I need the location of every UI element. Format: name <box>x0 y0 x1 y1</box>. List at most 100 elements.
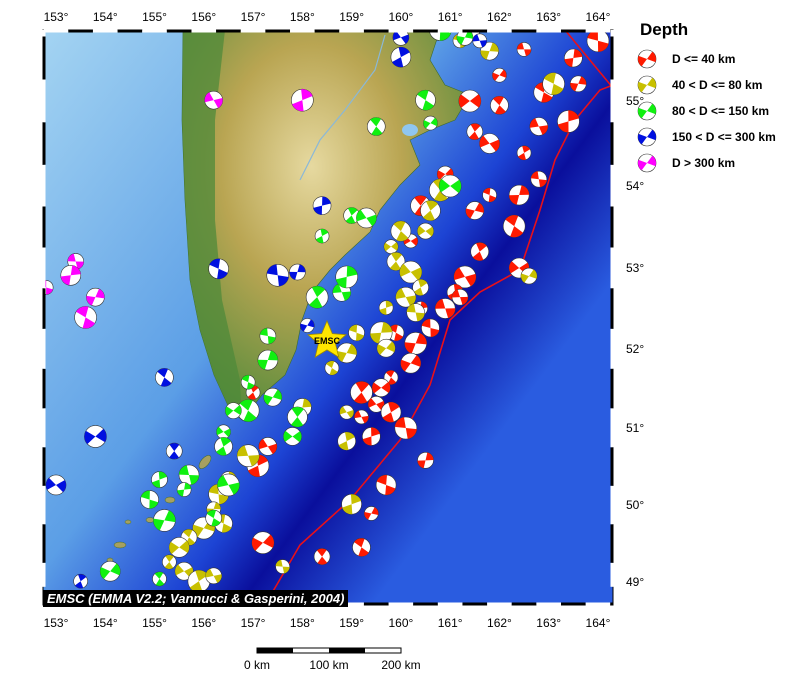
focal-mechanism-d80[interactable] <box>275 559 290 574</box>
focal-mechanism-dx[interactable] <box>204 90 223 110</box>
station-marker[interactable]: EMSC <box>307 319 347 358</box>
focal-mechanism-d80[interactable] <box>162 554 177 570</box>
focal-mechanism-d40[interactable] <box>367 395 385 413</box>
focal-mechanism-d150[interactable] <box>287 406 308 428</box>
focal-mechanism-d150[interactable] <box>283 427 302 446</box>
focal-mechanism-d40[interactable] <box>453 265 477 289</box>
focal-mechanism-d80[interactable] <box>205 567 222 585</box>
focal-mechanism-d40[interactable] <box>364 506 379 521</box>
focal-mechanism-d150[interactable] <box>236 399 260 422</box>
focal-mechanism-d150[interactable] <box>314 228 330 244</box>
focal-mechanism-d300[interactable] <box>392 29 410 46</box>
focal-mechanism-d40[interactable] <box>564 48 583 68</box>
focal-mechanism-dx[interactable] <box>39 280 54 295</box>
focal-mechanism-d150[interactable] <box>305 285 329 309</box>
focal-mechanism-d150[interactable] <box>214 437 233 456</box>
focal-mechanism-d80[interactable] <box>348 324 365 342</box>
focal-mechanism-d80[interactable] <box>417 222 434 240</box>
focal-mechanism-d40[interactable] <box>569 75 587 93</box>
focal-mechanism-d40[interactable] <box>451 288 469 306</box>
focal-mechanism-d80[interactable] <box>236 444 260 468</box>
focal-mechanism-d40[interactable] <box>400 352 422 374</box>
focal-mechanism-d40[interactable] <box>479 133 500 154</box>
focal-mechanism-d80[interactable] <box>378 300 394 315</box>
focal-mechanism-d150[interactable] <box>366 117 386 136</box>
focal-mechanism-d300[interactable] <box>312 196 332 215</box>
focal-mechanism-d80[interactable] <box>324 360 340 376</box>
focal-mechanism-d150[interactable] <box>429 19 452 41</box>
focal-mechanism-d150[interactable] <box>225 402 242 419</box>
focal-mechanism-d150[interactable] <box>356 207 377 229</box>
focal-mechanism-d80[interactable] <box>341 493 362 515</box>
focal-mechanism-d40[interactable] <box>258 437 278 456</box>
focal-mechanism-d80[interactable] <box>406 303 425 322</box>
focal-mechanism-d150[interactable] <box>176 482 192 497</box>
focal-mechanism-d150[interactable] <box>263 387 283 407</box>
focal-mechanism-d300[interactable] <box>45 474 67 496</box>
focal-mechanism-d80[interactable] <box>420 200 441 221</box>
focal-mechanism-d80[interactable] <box>383 239 399 254</box>
focal-mechanism-d40[interactable] <box>421 318 440 338</box>
focal-mechanism-d150[interactable] <box>259 327 277 345</box>
focal-mechanism-d300[interactable] <box>73 573 88 589</box>
focal-mechanism-d40[interactable] <box>380 401 402 423</box>
focal-mechanism-d40[interactable] <box>470 242 490 261</box>
focal-mechanism-d40[interactable] <box>530 170 548 188</box>
focal-mechanism-d40[interactable] <box>516 42 532 57</box>
focal-mechanism-d150[interactable] <box>151 471 168 488</box>
focal-mechanism-d300[interactable] <box>299 318 315 333</box>
focal-mechanism-d80[interactable] <box>337 431 356 451</box>
focal-mechanism-d300[interactable] <box>155 368 174 387</box>
focal-mechanism-d150[interactable] <box>335 265 358 289</box>
focal-mechanism-d80[interactable] <box>520 267 538 285</box>
focal-mechanism-d40[interactable] <box>482 187 497 203</box>
focal-mechanism-d40[interactable] <box>490 95 509 115</box>
focal-mechanism-d40[interactable] <box>354 409 369 425</box>
focal-mechanism-d40[interactable] <box>492 67 507 83</box>
focal-mechanism-d300[interactable] <box>266 263 290 287</box>
focal-mechanism-d40[interactable] <box>466 123 484 140</box>
focal-mechanism-d300[interactable] <box>84 425 107 448</box>
focal-mechanism-d40[interactable] <box>352 538 371 557</box>
focal-mechanism-d150[interactable] <box>240 374 256 390</box>
focal-mechanism-d40[interactable] <box>557 110 580 133</box>
focal-mechanism-d80[interactable] <box>542 72 565 96</box>
focal-mechanism-d150[interactable] <box>153 509 176 532</box>
focal-mechanism-d300[interactable] <box>208 258 229 280</box>
focal-mechanism-d40[interactable] <box>417 452 434 469</box>
focal-mechanism-d80[interactable] <box>174 561 194 581</box>
focal-mechanism-d40[interactable] <box>371 378 391 398</box>
focal-mechanism-d150[interactable] <box>152 571 167 587</box>
focal-mechanism-d150[interactable] <box>257 349 279 371</box>
focal-mechanism-d40[interactable] <box>458 89 482 113</box>
focal-mechanism-d40[interactable] <box>394 416 418 440</box>
focal-mechanism-d150[interactable] <box>217 473 240 497</box>
focal-mechanism-dx[interactable] <box>291 88 314 112</box>
focal-mechanism-d80[interactable] <box>386 252 406 271</box>
focal-mechanism-d150[interactable] <box>205 509 222 527</box>
focal-mechanism-d150[interactable] <box>216 424 231 440</box>
focal-mechanism-dx[interactable] <box>60 264 82 286</box>
focal-mechanism-d150[interactable] <box>438 174 462 198</box>
focal-mechanism-d300[interactable] <box>390 46 412 68</box>
focal-mechanism-d40[interactable] <box>313 548 331 565</box>
focal-mechanism-d80[interactable] <box>336 342 357 364</box>
focal-mechanism-d80[interactable] <box>369 321 393 345</box>
focal-mechanism-d40[interactable] <box>375 474 397 496</box>
focal-mechanism-d40[interactable] <box>404 332 427 355</box>
focal-mechanism-d40[interactable] <box>502 214 526 238</box>
focal-mechanism-d40[interactable] <box>251 531 275 555</box>
focal-mechanism-d300[interactable] <box>165 442 183 460</box>
focal-mechanism-d150[interactable] <box>99 560 121 582</box>
focal-mechanism-d150[interactable] <box>415 89 436 111</box>
focal-mechanism-d40[interactable] <box>350 381 373 404</box>
focal-mechanism-d40[interactable] <box>465 201 485 220</box>
focal-mechanism-d40[interactable] <box>434 298 456 319</box>
focal-mechanism-d80[interactable] <box>390 220 412 242</box>
focal-mechanism-d150[interactable] <box>423 115 438 131</box>
focal-mechanism-d150[interactable] <box>456 29 474 46</box>
focal-mechanism-d40[interactable] <box>516 145 532 161</box>
focal-mechanism-d300[interactable] <box>289 263 306 281</box>
focal-mechanism-d40[interactable] <box>362 427 381 446</box>
focal-mechanism-d40[interactable] <box>586 30 610 53</box>
